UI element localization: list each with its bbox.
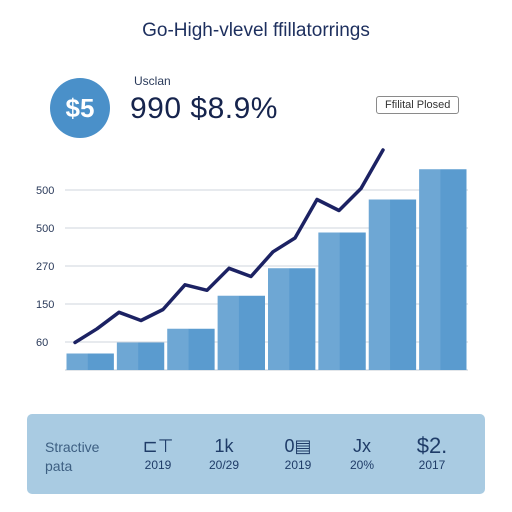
bar bbox=[419, 169, 467, 370]
bar-highlight bbox=[167, 328, 189, 370]
bar bbox=[167, 328, 215, 370]
bar-highlight bbox=[116, 342, 139, 370]
dollar-badge-icon: $5 bbox=[50, 78, 110, 138]
bar-highlight bbox=[419, 169, 441, 370]
stat-icon: ⊏⊤ bbox=[142, 436, 174, 456]
chart-title: Go-High-vlevel ffillatorrings bbox=[142, 20, 370, 41]
stat-value: 1k bbox=[214, 436, 234, 456]
y-tick-label: 60 bbox=[36, 337, 48, 349]
stat-value: $2. bbox=[416, 433, 448, 458]
stat-item: Jx 20% bbox=[332, 434, 392, 472]
bar bbox=[268, 268, 316, 370]
stat-year: 2017 bbox=[418, 458, 446, 472]
panel-label-line-2: pata bbox=[45, 458, 73, 474]
stat-year: 2019 bbox=[284, 458, 312, 472]
bar-highlight bbox=[368, 199, 391, 370]
bar-highlight bbox=[318, 232, 340, 370]
stat-year: 2019 bbox=[144, 458, 172, 472]
stat-item: ⊏⊤ 2019 bbox=[128, 434, 188, 472]
bar bbox=[116, 342, 165, 370]
summary-panel: Stractive pata ⊏⊤ 2019 1k 20/29 0▤ 2019 … bbox=[27, 414, 485, 494]
trend-line bbox=[73, 148, 385, 345]
stat-percent: 20% bbox=[349, 458, 375, 472]
kpi-value: 990 $8.9% bbox=[130, 92, 278, 125]
panel-label: Stractive pata bbox=[45, 438, 99, 476]
bar bbox=[318, 232, 366, 370]
bar bbox=[66, 353, 114, 370]
y-tick-label: 270 bbox=[36, 261, 54, 273]
y-tick-label: 500 bbox=[36, 185, 54, 197]
bar-highlight bbox=[217, 295, 239, 370]
stat-icon: 0▤ bbox=[284, 436, 312, 456]
panel-label-line-1: Stractive bbox=[45, 439, 100, 455]
stat-item: 1k 20/29 bbox=[194, 434, 254, 472]
legend-label: Ffilital Plosed bbox=[376, 96, 460, 114]
stat-year: 20/29 bbox=[208, 458, 240, 472]
bar-highlight bbox=[66, 353, 88, 370]
bar bbox=[217, 295, 265, 370]
y-tick-label: 500 bbox=[36, 223, 54, 235]
y-tick-label: 150 bbox=[36, 299, 54, 311]
stat-item: $2. 2017 bbox=[402, 433, 462, 473]
stat-value: Jx bbox=[353, 436, 371, 456]
bar bbox=[368, 199, 417, 370]
stat-item: 0▤ 2019 bbox=[268, 434, 328, 472]
bar-highlight bbox=[268, 268, 290, 370]
kpi-label: Usclan bbox=[134, 74, 171, 88]
